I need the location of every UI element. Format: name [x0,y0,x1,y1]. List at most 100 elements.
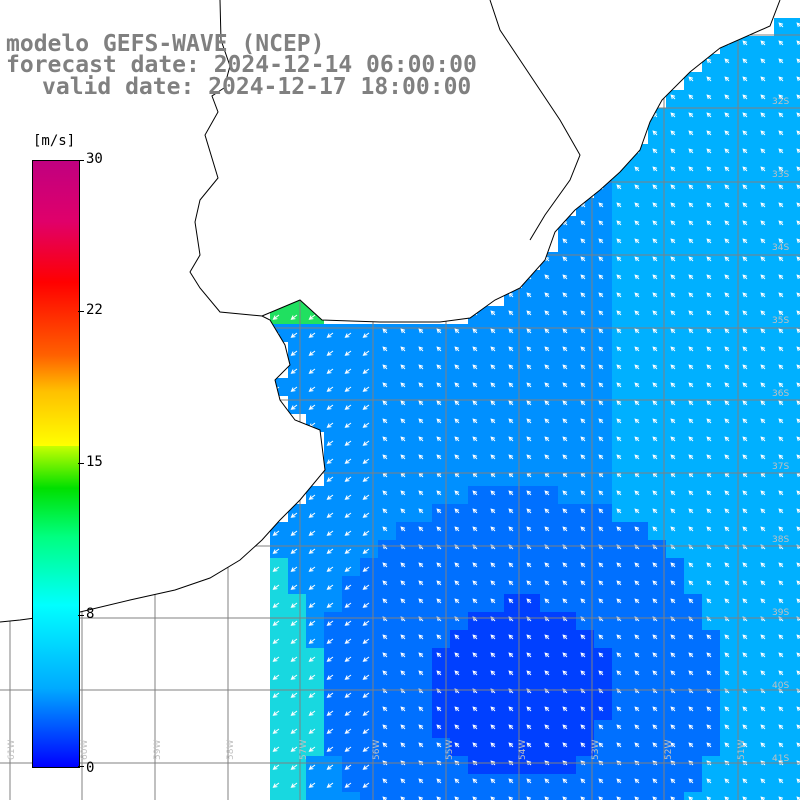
wind-arrow [400,364,406,370]
wind-arrow [634,184,640,190]
wind-arrow [670,382,676,388]
wind-arrow [362,638,370,644]
wind-arrow [706,508,712,514]
wind-arrow [436,598,442,604]
wind-arrow [724,418,730,424]
wind-arrow [362,512,370,518]
latitude-label: 41S [772,754,789,764]
wind-arrow [598,346,604,352]
wind-arrow [508,580,514,586]
wind-arrow [326,512,334,518]
wind-arrow [742,742,748,748]
wind-arrow [778,328,784,334]
wind-arrow [634,418,640,424]
wind-cell [792,162,800,180]
wind-arrow [308,746,316,752]
wind-arrow [760,598,766,604]
wind-arrow [742,778,748,784]
wind-arrow [688,706,694,712]
wind-arrow [670,328,676,334]
wind-arrow [344,548,352,554]
wind-arrow [760,562,766,568]
wind-arrow [742,130,748,136]
wind-arrow [344,512,352,518]
wind-arrow [362,404,370,410]
wind-arrow [688,256,694,262]
wind-arrow [742,454,748,460]
wind-arrow [344,566,352,572]
longitude-label: 57W [299,740,309,760]
wind-arrow [688,238,694,244]
wind-arrow [634,238,640,244]
wind-arrow [652,778,658,784]
wind-arrow [362,710,370,716]
wind-arrow [362,584,370,590]
wind-arrow [272,584,280,590]
wind-arrow [290,386,298,392]
title-forecast-date: forecast date: 2024-12-14 06:00:00 [6,52,477,78]
wind-arrow [290,314,298,320]
wind-arrow [382,634,388,640]
wind-arrow [562,670,568,676]
wind-arrow [526,670,532,676]
wind-arrow [562,382,568,388]
wind-arrow [634,292,640,298]
colorbar-label-15: 15 [86,454,103,470]
wind-arrow [706,490,712,496]
wind-arrow [778,166,784,172]
wind-arrow [508,400,514,406]
wind-arrow [670,490,676,496]
wind-arrow [742,202,748,208]
wind-arrow [670,652,676,658]
wind-arrow [490,400,496,406]
wind-arrow [344,440,352,446]
wind-arrow [652,382,658,388]
wind-cell [792,576,800,594]
wind-arrow [436,328,442,334]
wind-arrow [778,562,784,568]
wind-arrow [778,364,784,370]
wind-arrow [706,238,712,244]
wind-arrow [418,580,424,586]
wind-arrow [724,130,730,136]
wind-cell [792,270,800,288]
wind-arrow [544,652,550,658]
wind-cell [720,792,738,800]
wind-cell [792,540,800,558]
wind-arrow [670,778,676,784]
wind-arrow [418,418,424,424]
wind-arrow [778,292,784,298]
wind-arrow [706,436,712,442]
wind-arrow [308,710,316,716]
wind-arrow [308,692,316,698]
wind-arrow [580,400,586,406]
wind-arrow [670,112,676,118]
wind-arrow [688,490,694,496]
wind-arrow [454,742,460,748]
wind-arrow [778,94,784,100]
wind-arrow [688,418,694,424]
wind-arrow [508,634,514,640]
wind-cell [414,792,432,800]
wind-arrow [362,494,370,500]
wind-arrow [778,778,784,784]
wind-arrow [362,674,370,680]
wind-arrow [778,184,784,190]
wind-arrow [400,670,406,676]
wind-arrow [544,670,550,676]
wind-arrow [742,58,748,64]
wind-arrow [742,292,748,298]
wind-cell [792,396,800,414]
wind-arrow [778,724,784,730]
wind-arrow [778,274,784,280]
wind-arrow [472,670,478,676]
wind-arrow [562,562,568,568]
wind-arrow [706,346,712,352]
wind-arrow [616,454,622,460]
wind-arrow [308,620,316,626]
wind-arrow [382,436,388,442]
wind-arrow [362,368,370,374]
wind-arrow [688,310,694,316]
wind-arrow [688,526,694,532]
wind-cell [792,18,800,36]
